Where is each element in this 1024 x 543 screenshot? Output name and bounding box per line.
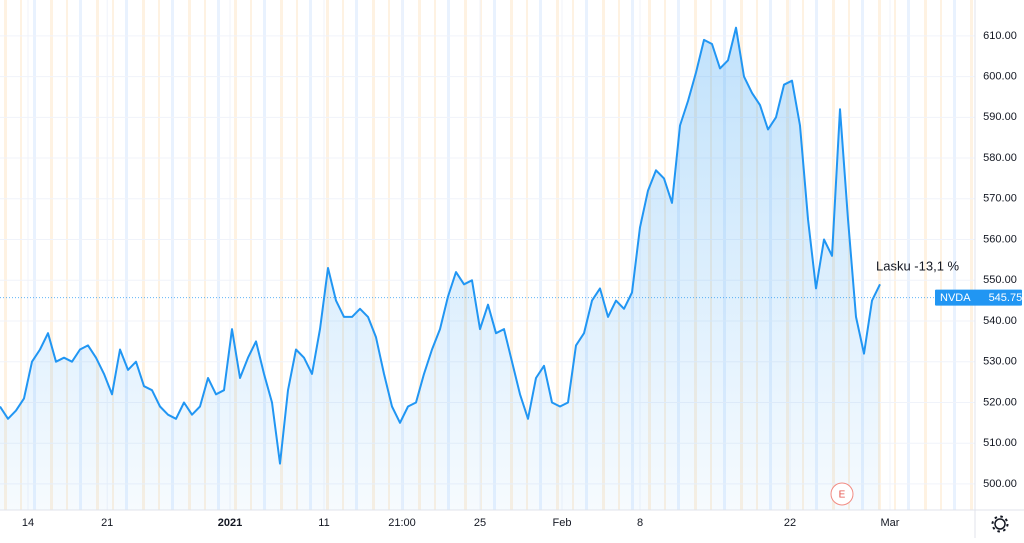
- y-tick-label: 520.00: [983, 396, 1017, 408]
- event-marker: E: [839, 490, 846, 501]
- y-tick-label: 500.00: [983, 478, 1017, 490]
- annotation: Lasku -13,1 %: [876, 258, 960, 273]
- x-tick-label: 14: [22, 517, 34, 529]
- area-fill: [0, 27, 880, 510]
- x-tick-label: 8: [637, 517, 643, 529]
- y-tick-label: 590.00: [983, 111, 1017, 123]
- y-tick-label: 580.00: [983, 152, 1017, 164]
- y-tick-label: 510.00: [983, 437, 1017, 449]
- symbol: NVDA: [940, 292, 971, 304]
- x-tick-label: 22: [784, 517, 796, 529]
- y-tick-label: 560.00: [983, 233, 1017, 245]
- x-tick-label: 21:00: [388, 517, 416, 529]
- last-price-badge: [935, 289, 1022, 306]
- y-tick-label: 540.00: [983, 315, 1017, 327]
- x-tick-label: Feb: [553, 517, 572, 529]
- y-tick-label: 600.00: [983, 70, 1017, 82]
- x-tick-label: 11: [318, 517, 329, 529]
- price-line: [0, 26, 881, 465]
- last-price: 545.75: [989, 292, 1023, 304]
- settings-icon[interactable]: [991, 515, 1009, 533]
- x-tick-label: Mar: [881, 517, 900, 529]
- y-tick-label: 530.00: [983, 356, 1017, 368]
- x-tick-label: 21: [101, 517, 113, 529]
- event-marker-icon[interactable]: [830, 482, 854, 506]
- y-tick-label: 570.00: [983, 193, 1017, 205]
- x-tick-label: 2021: [218, 517, 242, 529]
- x-tick-label: 25: [474, 517, 486, 529]
- last-price-label: NVDA 545.75: [940, 292, 1022, 304]
- y-tick-label: 550.00: [983, 274, 1017, 286]
- y-tick-label: 610.00: [983, 30, 1017, 42]
